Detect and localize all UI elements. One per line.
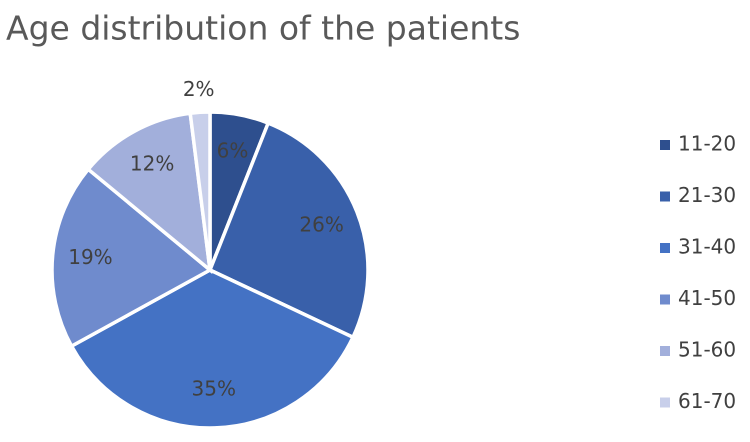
data-label: 19% [68, 245, 112, 269]
legend-label: 51-60 [678, 338, 736, 362]
data-label: 6% [217, 139, 249, 163]
legend-label: 31-40 [678, 235, 736, 259]
chart-title: Age distribution of the patients [6, 9, 520, 48]
pie-slice [85, 111, 213, 275]
legend-label: 61-70 [678, 389, 736, 413]
data-label: 26% [299, 212, 343, 236]
legend-swatch [660, 346, 670, 356]
data-label: 35% [192, 377, 236, 401]
pie-slice [207, 120, 370, 340]
data-label: 12% [130, 151, 174, 175]
legend-label: 41-50 [678, 286, 736, 310]
legend-label: 11-20 [678, 132, 736, 156]
pie-slice [69, 268, 356, 430]
data-label: 2% [183, 77, 215, 101]
legend-swatch [660, 397, 670, 408]
legend-swatch [660, 191, 670, 202]
legend-label: 21-30 [678, 183, 736, 207]
legend-swatch [660, 243, 670, 253]
legend-swatch [660, 294, 670, 305]
pie-slice [188, 110, 212, 271]
pie-slice [50, 166, 214, 349]
legend-swatch [660, 140, 670, 150]
